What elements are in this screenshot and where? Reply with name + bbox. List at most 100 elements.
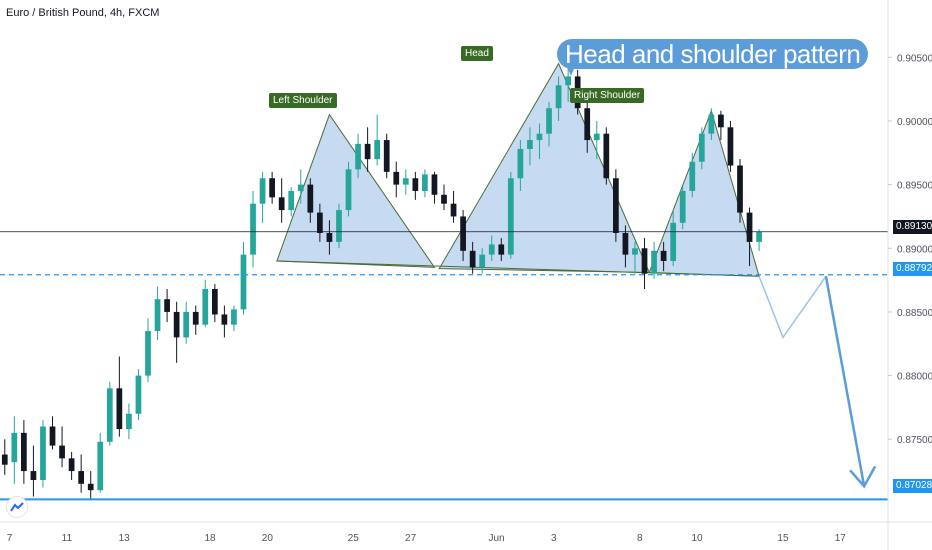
- candle-body: [183, 311, 190, 338]
- candle-body: [412, 178, 419, 191]
- candle-body: [135, 375, 142, 414]
- y-tick-label: 0.88500: [897, 308, 932, 319]
- candle-body: [498, 244, 505, 255]
- candle-body: [364, 143, 371, 160]
- y-tick-label: 0.90000: [897, 117, 932, 128]
- candle-body: [632, 248, 638, 255]
- candle-body: [613, 178, 619, 233]
- y-tick-label: 0.89500: [897, 181, 932, 192]
- candle-body: [288, 190, 295, 211]
- candle-body: [622, 232, 629, 255]
- candle-body: [718, 114, 724, 128]
- candle-body: [383, 140, 390, 172]
- projection-pullback: [758, 275, 827, 339]
- candle-body: [116, 388, 123, 430]
- candle-body: [336, 210, 342, 242]
- head-tag: Head: [461, 46, 493, 61]
- candle-body: [21, 432, 27, 472]
- candle-body: [278, 197, 285, 211]
- candle-body: [192, 311, 199, 325]
- time-axis: 7 11 13 18 20 25 27 Jun 3 8 10 15 17: [0, 521, 932, 544]
- candle-body: [231, 309, 237, 325]
- candle-body: [584, 108, 591, 141]
- candle-body: [441, 194, 447, 204]
- neckline-price-badge: 0.88792: [893, 262, 932, 276]
- candle-body: [106, 388, 113, 442]
- candle-body: [737, 165, 743, 213]
- candle-body: [603, 133, 610, 179]
- candle-body: [30, 471, 37, 480]
- candle-body: [307, 184, 314, 213]
- symbol-title: Euro / British Pound, 4h, FXCM: [6, 7, 160, 19]
- y-tick-label: 0.88000: [897, 372, 932, 383]
- candle-body: [460, 216, 466, 251]
- candle-body: [97, 441, 104, 491]
- candle-body: [555, 85, 562, 109]
- x-tick-label: 27: [405, 533, 417, 544]
- candle-body: [269, 178, 275, 198]
- candle-body: [431, 174, 438, 195]
- candle-body: [393, 171, 400, 185]
- candle-body: [756, 231, 762, 242]
- projection-path: [758, 275, 877, 489]
- x-tick-label: Jun: [488, 533, 504, 544]
- candle-body: [1, 454, 8, 465]
- candle-body: [651, 250, 657, 274]
- x-tick-label: 25: [348, 533, 360, 544]
- candle-body: [374, 140, 381, 160]
- tradingview-logo-icon[interactable]: [6, 496, 28, 518]
- candle-body: [126, 413, 132, 430]
- candle-body: [422, 174, 428, 191]
- candle-body: [250, 203, 256, 255]
- candle-body: [297, 184, 304, 191]
- candle-body: [679, 190, 686, 223]
- x-tick-label: 10: [691, 533, 703, 544]
- x-tick-label: 18: [205, 533, 217, 544]
- candle-body: [517, 148, 524, 179]
- x-tick-label: 20: [262, 533, 274, 544]
- candle-body: [479, 254, 486, 268]
- y-tick-label: 0.90500: [897, 53, 932, 64]
- candle-body: [708, 114, 715, 134]
- x-tick-label: 7: [7, 533, 13, 544]
- candle-body: [317, 212, 323, 233]
- candle-body: [660, 250, 667, 261]
- candles: [1, 59, 762, 501]
- x-tick-label: 17: [835, 533, 847, 544]
- x-tick-label: 13: [119, 533, 131, 544]
- reference-lines: [0, 231, 888, 501]
- y-tick-label: 0.87500: [897, 435, 932, 446]
- candle-body: [221, 314, 228, 325]
- candle-body: [68, 458, 75, 472]
- candle-body: [536, 133, 543, 141]
- candle-body: [689, 161, 696, 191]
- candle-body: [488, 244, 495, 255]
- candle-body: [154, 299, 161, 332]
- candle-body: [49, 426, 56, 446]
- target-price-badge: 0.87028: [893, 479, 932, 493]
- candle-body: [641, 248, 648, 274]
- candle-body: [211, 289, 218, 315]
- candle-body: [40, 426, 46, 480]
- x-tick-label: 3: [551, 533, 557, 544]
- candle-body: [345, 169, 352, 211]
- candle-body: [173, 311, 180, 338]
- candle-body: [59, 445, 65, 459]
- candle-body: [240, 254, 247, 310]
- callout-tail: [566, 64, 576, 76]
- pattern-fills: [276, 62, 760, 277]
- price-axis: 0.90500 0.90000 0.89500 0.89000 0.88500 0.880…: [887, 0, 932, 550]
- current-price-badge: 0.89130: [893, 220, 932, 234]
- candle-body: [507, 178, 514, 255]
- candle-body: [402, 178, 409, 185]
- x-tick-label: 15: [777, 533, 789, 544]
- candle-body: [259, 178, 266, 204]
- right-shoulder-tag: Right Shoulder: [570, 88, 645, 103]
- candle-body: [164, 299, 170, 312]
- x-tick-label: 11: [62, 533, 73, 544]
- candle-body: [202, 289, 209, 325]
- candle-body: [355, 143, 361, 170]
- candle-body: [565, 76, 571, 86]
- pattern-baseline: [276, 260, 760, 277]
